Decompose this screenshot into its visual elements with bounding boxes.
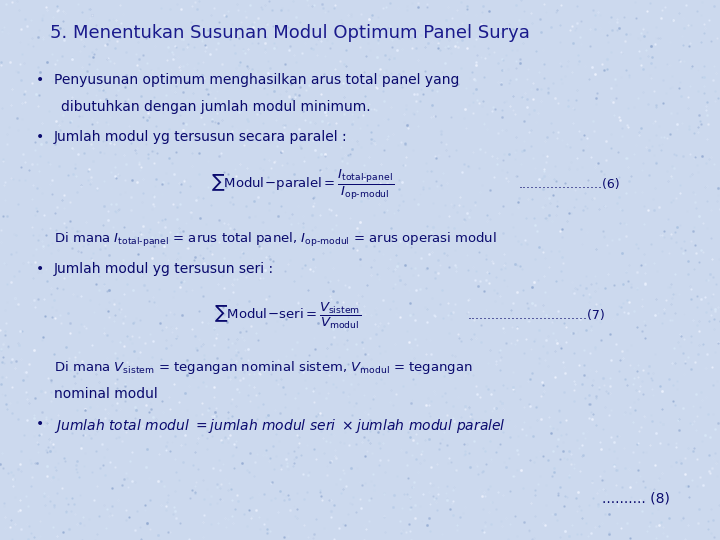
Text: ..............................(7): ..............................(7): [468, 309, 606, 322]
Text: $\sum\mathrm{Modul\!-\!seri} = \dfrac{V_{\mathrm{sistem}}}{V_{\mathrm{modul}}}$: $\sum\mathrm{Modul\!-\!seri} = \dfrac{V_…: [215, 301, 361, 331]
Text: .......... (8): .......... (8): [602, 491, 670, 505]
Text: Penyusunan optimum menghasilkan arus total panel yang: Penyusunan optimum menghasilkan arus tot…: [54, 73, 459, 87]
Text: Jumlah modul yg tersusun secara paralel :: Jumlah modul yg tersusun secara paralel …: [54, 130, 348, 144]
Text: dibutuhkan dengan jumlah modul minimum.: dibutuhkan dengan jumlah modul minimum.: [61, 100, 371, 114]
Text: Jumlah modul yg tersusun seri :: Jumlah modul yg tersusun seri :: [54, 262, 274, 276]
Text: $\it{Jumlah\ total\ modul\ =jumlah\ modul\ seri\ \times jumlah\ modul\ paralel}$: $\it{Jumlah\ total\ modul\ =jumlah\ modu…: [54, 417, 505, 435]
Text: •: •: [36, 262, 44, 276]
Text: •: •: [36, 130, 44, 144]
Text: nominal modul: nominal modul: [54, 387, 158, 401]
Text: $\sum\mathrm{Modul\!-\!paralel} = \dfrac{I_{\mathrm{total\text{-}panel}}}{I_{\ma: $\sum\mathrm{Modul\!-\!paralel} = \dfrac…: [211, 167, 394, 202]
Text: •: •: [36, 73, 44, 87]
Text: Di mana $I_{\mathrm{total\text{-}panel}}$ = arus total panel, $I_{\mathrm{op\tex: Di mana $I_{\mathrm{total\text{-}panel}}…: [54, 231, 497, 249]
Text: .....................(6): .....................(6): [518, 178, 620, 191]
Text: Di mana $V_{\mathrm{sistem}}$ = tegangan nominal sistem, $V_{\mathrm{modul}}$ = : Di mana $V_{\mathrm{sistem}}$ = tegangan…: [54, 359, 472, 376]
Text: •: •: [36, 417, 44, 431]
Text: 5. Menentukan Susunan Modul Optimum Panel Surya: 5. Menentukan Susunan Modul Optimum Pane…: [50, 24, 530, 42]
